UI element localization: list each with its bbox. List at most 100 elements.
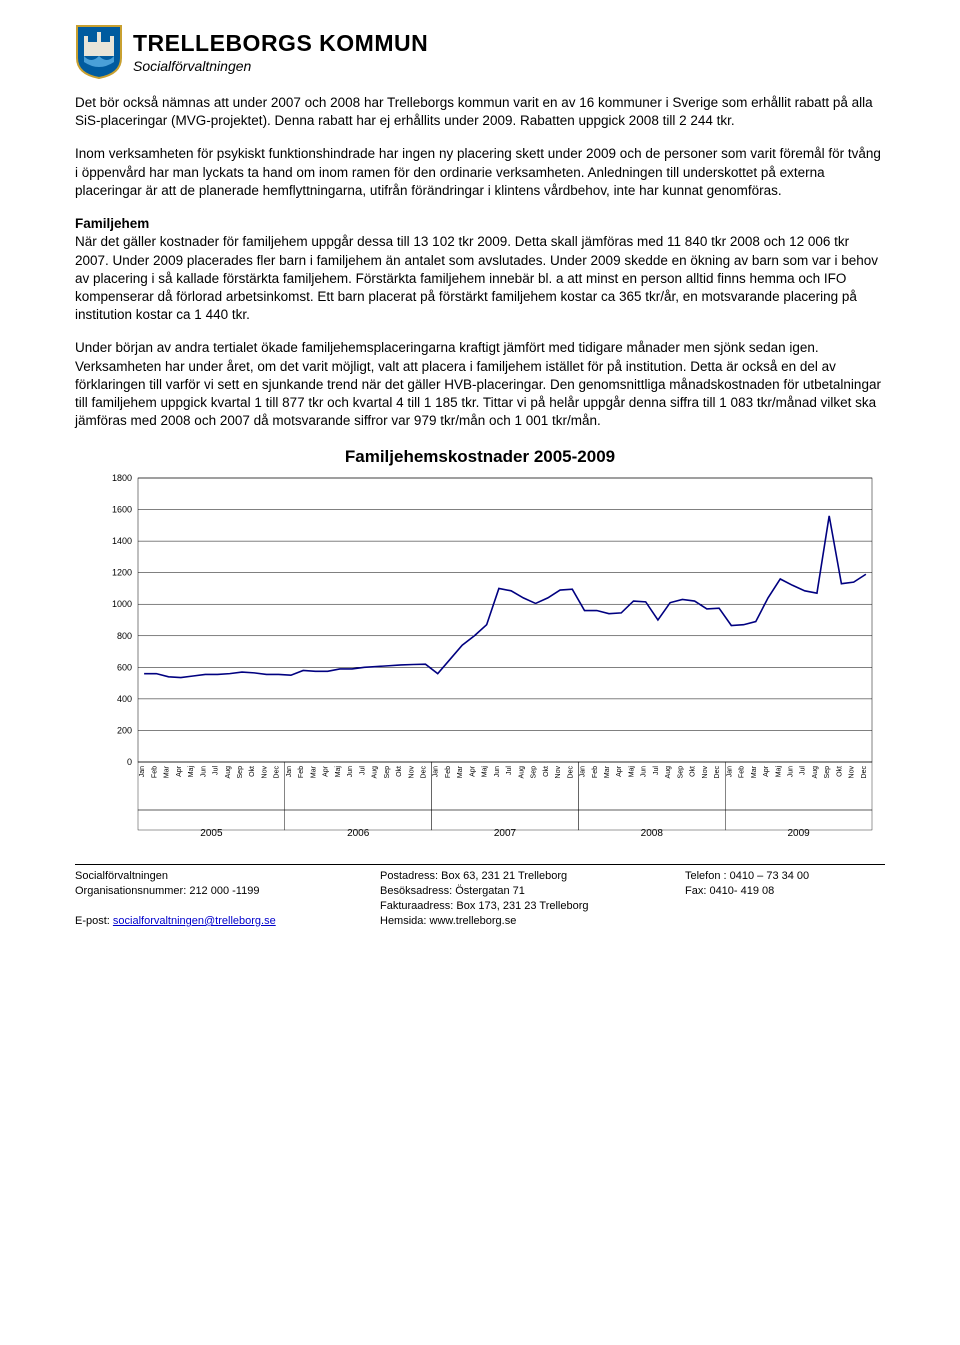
svg-text:Mar: Mar xyxy=(164,766,171,779)
page-footer: Socialförvaltningen Organisationsnummer:… xyxy=(75,864,885,928)
svg-text:Jan: Jan xyxy=(726,766,733,777)
svg-text:Okt: Okt xyxy=(543,766,550,777)
svg-text:Nov: Nov xyxy=(849,766,856,779)
svg-text:Okt: Okt xyxy=(249,766,256,777)
svg-text:Apr: Apr xyxy=(616,766,623,778)
svg-text:Aug: Aug xyxy=(225,766,232,779)
footer-email-row: E-post: socialforvaltningen@trelleborg.s… xyxy=(75,914,356,929)
svg-text:Jan: Jan xyxy=(580,766,587,777)
svg-text:Sep: Sep xyxy=(384,766,391,779)
svg-text:Aug: Aug xyxy=(665,766,672,779)
svg-text:1200: 1200 xyxy=(112,568,132,578)
org-title: TRELLEBORGS KOMMUN xyxy=(133,28,428,59)
svg-text:Jul: Jul xyxy=(359,766,366,775)
svg-text:Okt: Okt xyxy=(836,766,843,777)
svg-text:400: 400 xyxy=(117,694,132,704)
svg-text:Aug: Aug xyxy=(518,766,525,779)
svg-text:1000: 1000 xyxy=(112,600,132,610)
footer-col-1: Socialförvaltningen Organisationsnummer:… xyxy=(75,869,356,928)
svg-text:Nov: Nov xyxy=(261,766,268,779)
svg-text:Jun: Jun xyxy=(494,766,501,777)
footer-phone: Telefon : 0410 – 73 34 00 xyxy=(685,869,885,884)
svg-text:Dec: Dec xyxy=(274,766,281,779)
svg-text:Jun: Jun xyxy=(347,766,354,777)
svg-text:Jan: Jan xyxy=(139,766,146,777)
paragraph-2: Inom verksamheten för psykiskt funktions… xyxy=(75,145,885,200)
section-title-familjehem: Familjehem xyxy=(75,215,885,233)
svg-text:Feb: Feb xyxy=(739,766,746,778)
svg-text:Mar: Mar xyxy=(751,766,758,779)
paragraph-3: När det gäller kostnader för familjehem … xyxy=(75,233,885,324)
svg-text:Mar: Mar xyxy=(310,766,317,779)
svg-text:Maj: Maj xyxy=(628,766,635,778)
svg-text:Aug: Aug xyxy=(372,766,379,779)
chart-title: Familjehemskostnader 2005-2009 xyxy=(75,446,885,469)
page: TRELLEBORGS KOMMUN Socialförvaltningen D… xyxy=(0,0,960,939)
svg-text:0: 0 xyxy=(127,757,132,767)
footer-email-label: E-post: xyxy=(75,915,113,927)
svg-text:Maj: Maj xyxy=(188,766,195,778)
document-body: Det bör också nämnas att under 2007 och … xyxy=(75,94,885,431)
svg-text:Dec: Dec xyxy=(567,766,574,779)
svg-text:Jul: Jul xyxy=(213,766,220,775)
svg-text:2006: 2006 xyxy=(347,828,370,839)
footer-invoice-address: Fakturaadress: Box 173, 231 23 Trellebor… xyxy=(380,899,661,914)
svg-text:Mar: Mar xyxy=(604,766,611,779)
footer-visit-address: Besöksadress: Östergatan 71 xyxy=(380,884,661,899)
svg-text:Jan: Jan xyxy=(433,766,440,777)
svg-text:Jul: Jul xyxy=(800,766,807,775)
svg-text:2005: 2005 xyxy=(200,828,223,839)
svg-text:600: 600 xyxy=(117,663,132,673)
svg-text:2008: 2008 xyxy=(641,828,664,839)
svg-text:Sep: Sep xyxy=(531,766,538,779)
svg-text:Apr: Apr xyxy=(469,766,476,778)
footer-email-link[interactable]: socialforvaltningen@trelleborg.se xyxy=(113,915,276,927)
svg-text:Maj: Maj xyxy=(482,766,489,778)
header-text: TRELLEBORGS KOMMUN Socialförvaltningen xyxy=(133,28,428,76)
svg-text:1400: 1400 xyxy=(112,537,132,547)
chart-container: Familjehemskostnader 2005-2009 0 200 400 60… xyxy=(75,446,885,843)
footer-post-address: Postadress: Box 63, 231 21 Trelleborg xyxy=(380,869,661,884)
svg-text:Apr: Apr xyxy=(176,766,183,778)
svg-text:Mar: Mar xyxy=(457,766,464,779)
footer-fax: Fax: 0410- 419 08 xyxy=(685,884,885,899)
line-chart: 0 200 400 600 800 1000 1200 1400 1600 1800 Jan Feb M… xyxy=(80,472,880,842)
svg-text:Maj: Maj xyxy=(335,766,342,778)
svg-text:Apr: Apr xyxy=(763,766,770,778)
svg-text:200: 200 xyxy=(117,726,132,736)
footer-org-number: Organisationsnummer: 212 000 -1199 xyxy=(75,884,356,899)
svg-text:800: 800 xyxy=(117,631,132,641)
footer-col-3: Telefon : 0410 – 73 34 00 Fax: 0410- 419… xyxy=(685,869,885,928)
svg-text:2009: 2009 xyxy=(787,828,810,839)
svg-text:1800: 1800 xyxy=(112,473,132,483)
svg-text:Feb: Feb xyxy=(151,766,158,778)
svg-text:Feb: Feb xyxy=(298,766,305,778)
svg-text:Jun: Jun xyxy=(200,766,207,777)
paragraph-4: Under början av andra tertialet ökade fa… xyxy=(75,339,885,430)
footer-org-name: Socialförvaltningen xyxy=(75,869,356,884)
svg-text:Jul: Jul xyxy=(506,766,513,775)
svg-text:Jun: Jun xyxy=(641,766,648,777)
org-subtitle: Socialförvaltningen xyxy=(133,57,428,76)
svg-text:Dec: Dec xyxy=(714,766,721,779)
svg-text:Jul: Jul xyxy=(653,766,660,775)
page-header: TRELLEBORGS KOMMUN Socialförvaltningen xyxy=(75,24,885,80)
municipal-crest-icon xyxy=(75,24,123,80)
svg-text:Jan: Jan xyxy=(286,766,293,777)
svg-text:Okt: Okt xyxy=(690,766,697,777)
svg-text:1600: 1600 xyxy=(112,505,132,515)
svg-text:Aug: Aug xyxy=(812,766,819,779)
svg-text:Sep: Sep xyxy=(824,766,831,779)
svg-text:Nov: Nov xyxy=(408,766,415,779)
svg-text:Sep: Sep xyxy=(237,766,244,779)
svg-text:Sep: Sep xyxy=(677,766,684,779)
svg-text:Apr: Apr xyxy=(323,766,330,778)
svg-text:2007: 2007 xyxy=(494,828,517,839)
svg-text:Feb: Feb xyxy=(592,766,599,778)
footer-website: Hemsida: www.trelleborg.se xyxy=(380,914,661,929)
paragraph-1: Det bör också nämnas att under 2007 och … xyxy=(75,94,885,130)
svg-text:Feb: Feb xyxy=(445,766,452,778)
svg-text:Nov: Nov xyxy=(555,766,562,779)
footer-col-2: Postadress: Box 63, 231 21 Trelleborg Be… xyxy=(380,869,661,928)
svg-text:Dec: Dec xyxy=(420,766,427,779)
